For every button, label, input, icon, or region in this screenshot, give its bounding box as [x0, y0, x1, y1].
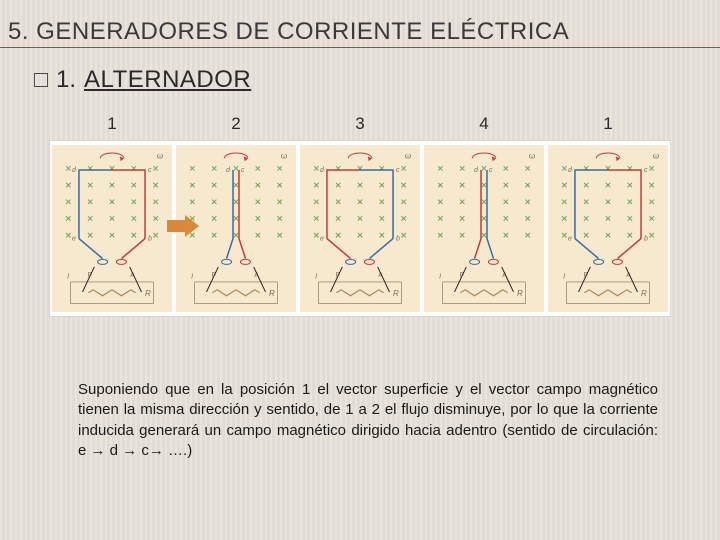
svg-text:b: b	[644, 236, 648, 243]
bullet-icon	[34, 73, 48, 87]
svg-text:d: d	[226, 167, 231, 174]
svg-text:b: b	[148, 236, 152, 243]
subtitle-row: 1. ALTERNADOR	[34, 66, 251, 94]
body-paragraph: Suponiendo que en la posición 1 el vecto…	[78, 380, 658, 461]
svg-text:e: e	[568, 236, 572, 243]
svg-text:c: c	[148, 167, 152, 174]
panel-label: 1	[50, 114, 174, 134]
panel-label: 1	[546, 114, 670, 134]
svg-text:ω: ω	[653, 151, 659, 160]
arrow-icon	[167, 215, 199, 242]
panel-label: 2	[174, 114, 298, 134]
svg-text:c: c	[396, 167, 400, 174]
svg-text:I: I	[439, 274, 441, 281]
svg-text:I: I	[191, 274, 193, 281]
svg-text:I: I	[67, 274, 69, 281]
title-underline	[0, 47, 720, 48]
svg-text:d: d	[568, 167, 573, 174]
figure-area: ωdcebFARIωcdFARIωdcebFARIωcdFARIωdcebFAR…	[50, 141, 670, 316]
svg-text:ω: ω	[281, 151, 287, 160]
svg-text:ω: ω	[529, 151, 535, 160]
svg-text:R: R	[269, 289, 275, 298]
svg-text:I: I	[563, 274, 565, 281]
svg-text:d: d	[474, 167, 479, 174]
svg-text:d: d	[320, 167, 325, 174]
subtitle-number: 1.	[56, 66, 76, 94]
svg-text:R: R	[393, 289, 399, 298]
subtitle-text: ALTERNADOR	[84, 66, 251, 94]
svg-text:c: c	[241, 167, 245, 174]
diagram-panel: ωdcebFARI	[52, 145, 172, 312]
diagram-panel: ωcdFARI	[424, 145, 544, 312]
svg-text:I: I	[315, 274, 317, 281]
diagram-panel: ωdcebFARI	[548, 145, 668, 312]
panel-label: 4	[422, 114, 546, 134]
svg-text:e: e	[72, 236, 76, 243]
svg-text:R: R	[517, 289, 523, 298]
panel-labels-row: 1 2 3 4 1	[50, 114, 670, 134]
svg-text:ω: ω	[157, 151, 163, 160]
page-title: 5. GENERADORES DE CORRIENTE ELÉCTRICA	[8, 18, 569, 46]
diagram-panel: ωdcebFARI	[300, 145, 420, 312]
svg-text:d: d	[72, 167, 77, 174]
svg-text:R: R	[641, 289, 647, 298]
svg-text:c: c	[644, 167, 648, 174]
panel-label: 3	[298, 114, 422, 134]
svg-text:R: R	[145, 289, 151, 298]
svg-text:e: e	[320, 236, 324, 243]
svg-text:b: b	[396, 236, 400, 243]
svg-text:ω: ω	[405, 151, 411, 160]
svg-text:c: c	[489, 167, 493, 174]
